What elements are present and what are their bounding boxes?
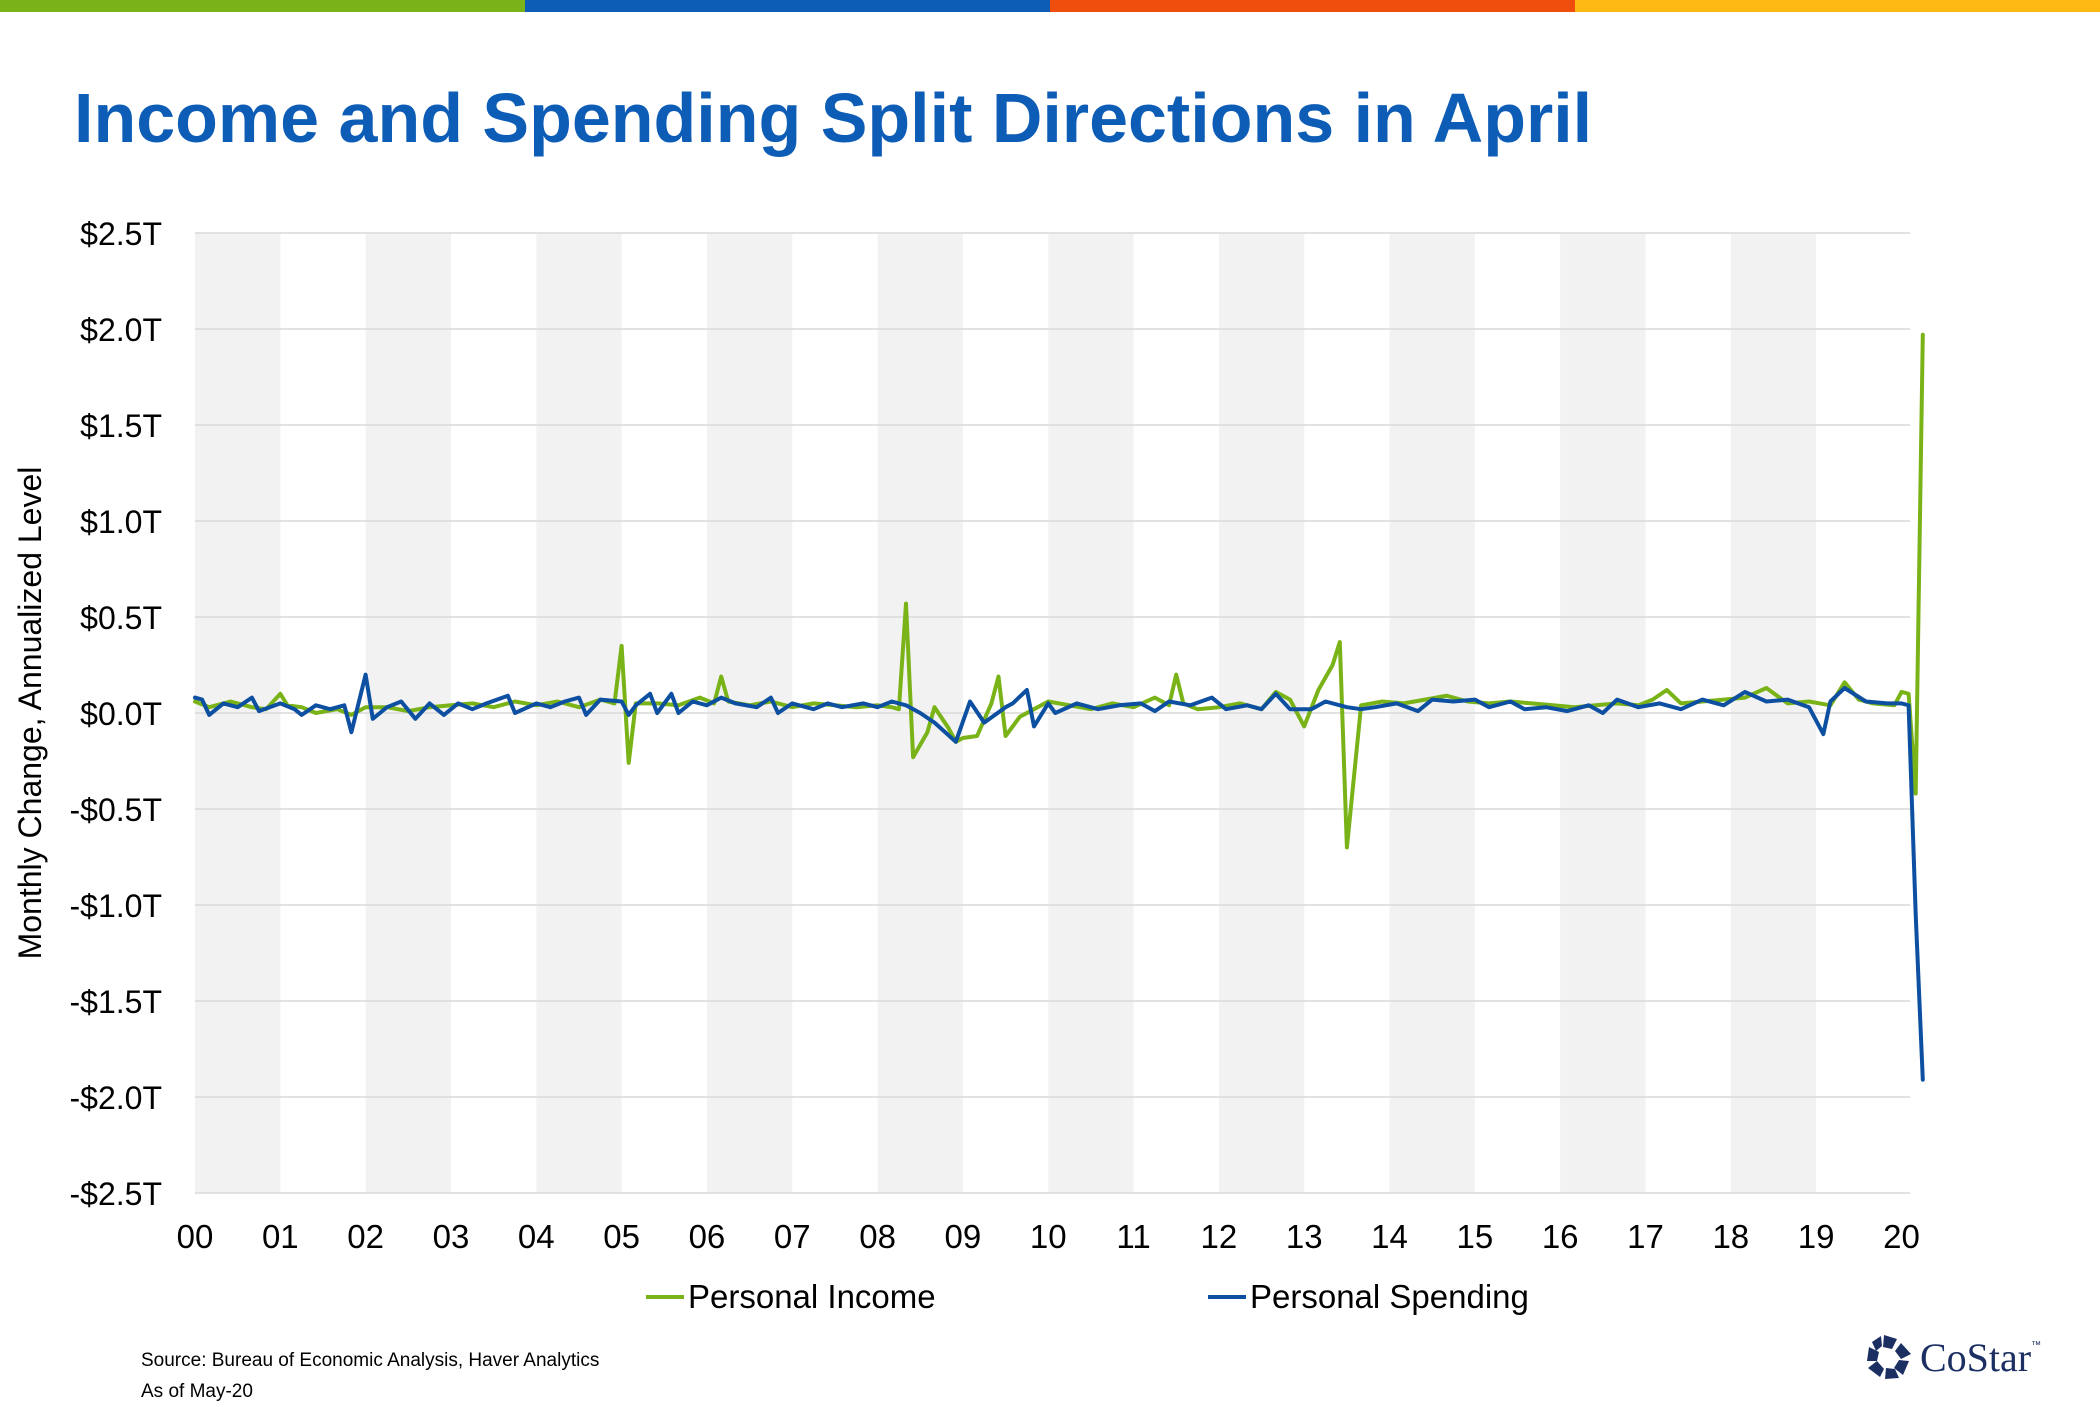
y-tick-label: $1.0T <box>80 504 162 540</box>
logo-trademark: ™ <box>2031 1340 2042 1351</box>
x-tick-label: 08 <box>859 1218 896 1255</box>
x-tick-label: 07 <box>774 1218 811 1255</box>
color-band-blue <box>525 0 1050 12</box>
x-tick-label: 02 <box>347 1218 384 1255</box>
series-line-personal-income <box>193 332 1925 850</box>
y-tick-label: $2.5T <box>80 216 162 252</box>
y-axis-title: Monthly Change, Annualized Level <box>12 467 48 960</box>
y-tick-label: -$0.5T <box>70 792 162 828</box>
y-tick-label: -$1.0T <box>70 888 162 924</box>
y-tick-label: $1.5T <box>80 408 162 444</box>
x-tick-label: 19 <box>1798 1218 1835 1255</box>
costar-logo: CoStar ™ <box>1864 1332 2041 1382</box>
chart-legend: Personal Income Personal Spending <box>0 1278 2100 1318</box>
x-tick-label: 16 <box>1542 1218 1579 1255</box>
x-tick-label: 03 <box>433 1218 470 1255</box>
chart-title: Income and Spending Split Directions in … <box>74 79 1593 157</box>
x-tick-label: 01 <box>262 1218 299 1255</box>
as-of-text: As of May-20 <box>141 1381 253 1402</box>
legend-swatch-income <box>646 1295 684 1299</box>
source-text: Source: Bureau of Economic Analysis, Hav… <box>141 1350 600 1371</box>
color-band <box>0 0 2100 12</box>
x-tick-label: 05 <box>603 1218 640 1255</box>
x-tick-label: 15 <box>1456 1218 1493 1255</box>
x-tick-label: 18 <box>1712 1218 1749 1255</box>
x-tick-label: 09 <box>945 1218 982 1255</box>
legend-item-income: Personal Income <box>646 1278 936 1316</box>
x-tick-label: 12 <box>1201 1218 1238 1255</box>
y-tick-label: -$2.5T <box>70 1176 162 1212</box>
x-tick-label: 00 <box>177 1218 214 1255</box>
x-tick-label: 11 <box>1116 1218 1150 1255</box>
x-tick-label: 04 <box>518 1218 555 1255</box>
color-band-orange <box>1050 0 1575 12</box>
x-tick-label: 20 <box>1883 1218 1920 1255</box>
legend-swatch-spending <box>1208 1295 1246 1299</box>
legend-label-income: Personal Income <box>688 1278 936 1315</box>
color-band-yellow <box>1575 0 2100 12</box>
x-tick-label: 17 <box>1627 1218 1664 1255</box>
source-note: Source: Bureau of Economic Analysis, Hav… <box>141 1345 599 1407</box>
costar-star-icon <box>1867 1335 1911 1379</box>
legend-item-spending: Personal Spending <box>1208 1278 1529 1316</box>
x-tick-label: 14 <box>1371 1218 1408 1255</box>
x-tick-label: 10 <box>1030 1218 1067 1255</box>
y-tick-label: $0.5T <box>80 600 162 636</box>
x-tick-label: 13 <box>1286 1218 1323 1255</box>
series-line-personal-spending <box>193 672 1925 1082</box>
logo-wordmark: CoStar <box>1920 1334 2032 1380</box>
color-band-green <box>0 0 525 12</box>
y-tick-label: $2.0T <box>80 312 162 348</box>
x-tick-label: 06 <box>689 1218 726 1255</box>
legend-label-spending: Personal Spending <box>1250 1278 1529 1315</box>
y-tick-label: $0.0T <box>80 696 162 732</box>
y-tick-label: -$1.5T <box>70 984 162 1020</box>
y-tick-label: -$2.0T <box>70 1080 162 1116</box>
